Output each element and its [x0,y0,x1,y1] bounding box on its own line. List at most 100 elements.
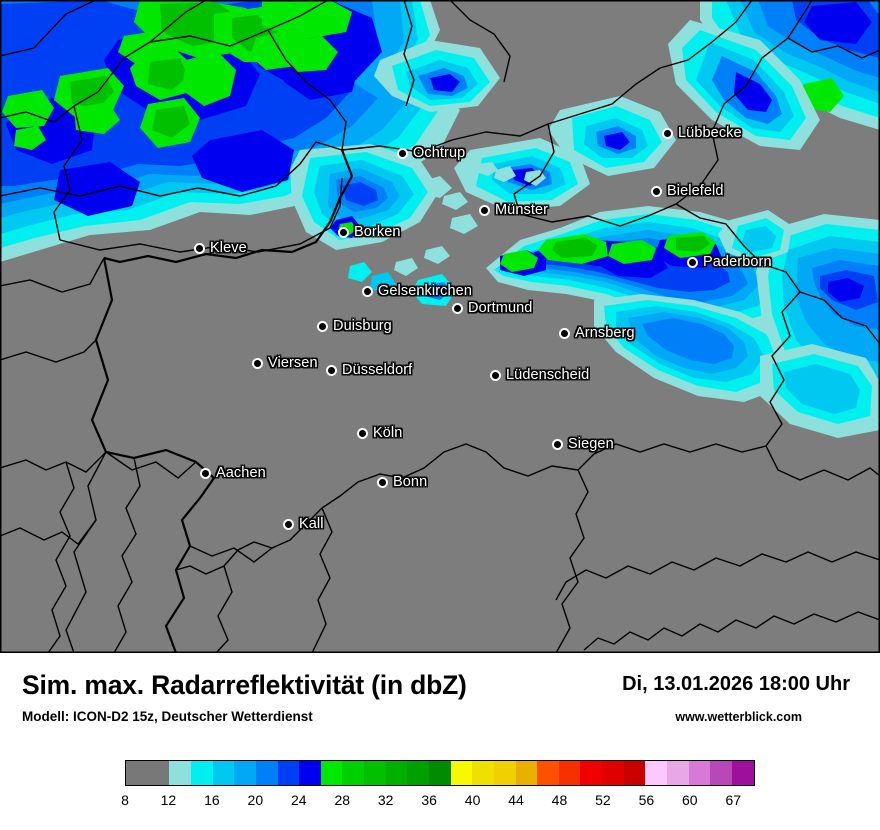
radar-map-canvas [0,0,880,653]
city-label: Ochtrup [413,145,466,161]
city-marker: Arnsberg [559,325,635,341]
colorbar-swatch [688,761,711,785]
city-dot-icon [283,518,294,530]
city-marker: Duisburg [317,318,392,334]
reflectivity-colorbar [125,760,755,786]
city-dot-icon [452,302,463,314]
city-marker: Viersen [252,355,318,371]
city-marker: Gelsenkirchen [362,283,472,299]
colorbar-tick: 48 [551,792,568,808]
city-marker: Paderborn [687,254,772,270]
city-marker: Aachen [200,465,266,481]
colorbar-tick: 12 [160,792,177,808]
caption-block: Sim. max. Radarreflektivität (in dbZ) Mo… [0,653,880,748]
precip-field-east [718,210,880,438]
city-label: Paderborn [703,254,772,270]
precip-field-northeast [668,0,880,150]
colorbar-swatch [450,761,473,785]
colorbar-swatch [320,761,343,785]
city-dot-icon [552,438,563,450]
city-dot-icon [651,185,662,197]
colorbar-swatch [212,761,235,785]
colorbar-tick: 60 [682,792,698,808]
colorbar-tick: 40 [464,792,481,808]
city-dot-icon [377,476,388,488]
precip-scattered-north [420,96,676,234]
city-label: Bielefeld [667,183,724,199]
city-label: Münster [495,202,549,218]
city-dot-icon [252,357,263,369]
radar-map[interactable]: Lübbecke Ochtrup Bielefeld Münster Borken Kle… [0,0,880,653]
colorbar-swatch [472,761,494,785]
colorbar-swatch [169,761,191,785]
colorbar-swatch [667,761,689,785]
model-subtitle: Modell: ICON-D2 15z, Deutscher Wetterdie… [22,709,313,724]
administrative-borders [0,0,880,653]
city-marker: Borken [338,224,401,240]
colorbar-swatch [493,761,516,785]
city-label: Duisburg [333,318,392,334]
colorbar-swatch [277,761,300,785]
colorbar-swatch [428,761,451,785]
colorbar-swatch [255,761,278,785]
colorbar-tick: 32 [377,792,394,808]
colorbar-tick: 44 [508,792,524,808]
city-dot-icon [357,427,368,439]
colorbar-tick: 67 [725,792,742,808]
city-dot-icon [397,147,408,159]
city-dot-icon [662,127,673,139]
colorbar-tick-labels: 8 12 16 20 24 28 32 36 40 44 48 52 56 60 67 [0,792,880,816]
colorbar-tick: 52 [595,792,611,808]
city-label: Dortmund [468,300,533,316]
city-dot-icon [326,364,337,376]
colorbar-swatch [234,761,256,785]
page-title: Sim. max. Radarreflektivität (in dbZ) [22,670,467,700]
colorbar-swatch [731,761,754,785]
city-label: Kleve [210,240,247,256]
city-marker: Dortmund [452,300,532,316]
city-marker: Bielefeld [651,183,724,199]
source-website: www.wetterblick.com [675,710,802,724]
city-label: Viersen [268,355,318,371]
colorbar-tick: 24 [290,792,307,808]
colorbar-tick: 8 [121,792,129,808]
city-dot-icon [317,320,328,332]
colorbar-swatch [710,761,732,785]
city-marker: Köln [357,425,402,441]
city-marker: Münster [479,202,548,218]
city-label: Arnsberg [575,325,635,341]
colorbar-swatch [645,761,668,785]
city-dot-icon [479,204,490,216]
colorbar-swatch [126,761,170,785]
colorbar-swatch [342,761,365,785]
colorbar-tick: 28 [334,792,351,808]
precip-field-northwest [0,0,500,262]
colorbar-swatch [558,761,581,785]
colorbar-swatch [602,761,624,785]
city-marker: Kleve [194,240,247,256]
map-frame [0,0,880,653]
colorbar-swatch [299,761,321,785]
city-dot-icon [200,467,211,479]
city-dot-icon [687,256,698,268]
colorbar-swatch [364,761,386,785]
colorbar-swatch [385,761,408,785]
city-dot-icon [194,242,205,254]
city-dot-icon [490,369,501,381]
city-label: Borken [354,224,401,240]
city-marker: Lüdenscheid [490,367,589,383]
city-label: Bonn [393,474,428,490]
city-label: Kall [299,516,324,532]
city-marker: Bonn [377,474,427,490]
precip-field-borken [290,144,456,306]
city-dot-icon [362,285,373,297]
city-label: Düsseldorf [342,362,413,378]
city-marker: Düsseldorf [326,362,412,378]
colorbar-tick: 36 [421,792,437,808]
colorbar-swatch [515,761,538,785]
valid-datetime: Di, 13.01.2026 18:00 Uhr [622,673,850,695]
colorbar-swatch [623,761,646,785]
city-marker: Kall [283,516,324,532]
city-label: Lübbecke [678,125,742,141]
